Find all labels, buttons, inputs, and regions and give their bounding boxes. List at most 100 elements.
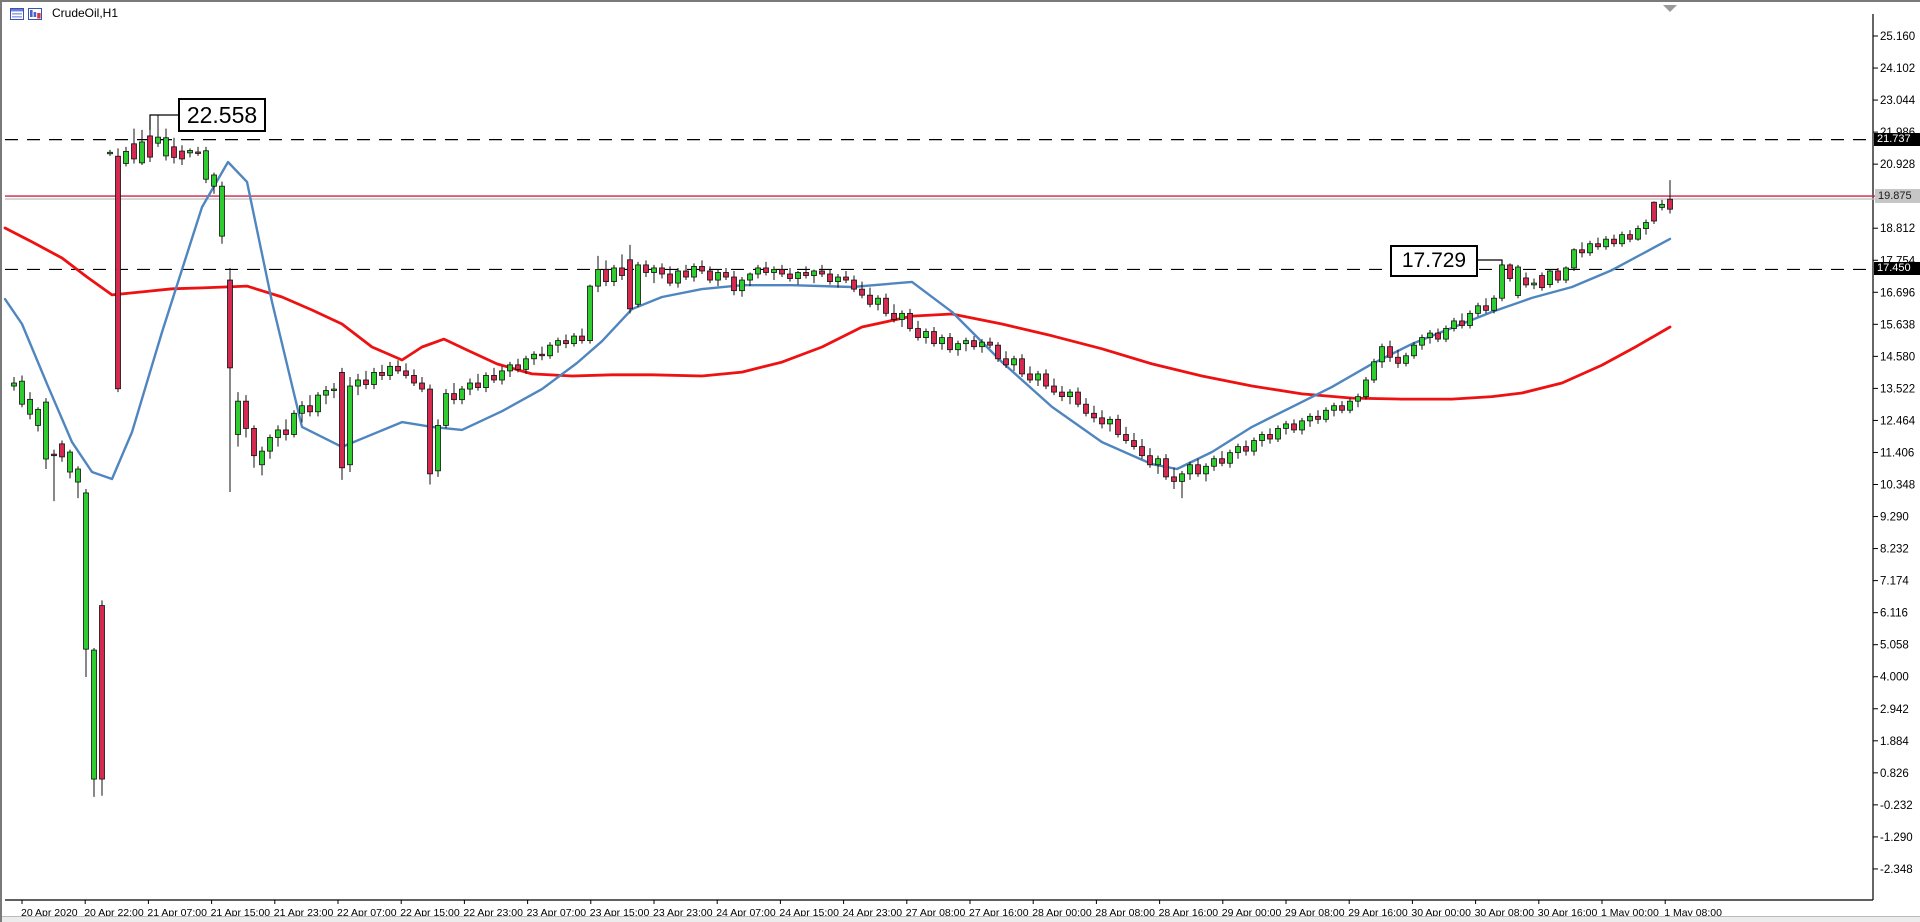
candle-body xyxy=(227,279,233,369)
candle-body xyxy=(1539,275,1545,289)
price-callout-mid[interactable]: 17.729 xyxy=(1390,245,1478,277)
candle-body xyxy=(531,353,537,360)
price-label: 16.696 xyxy=(1880,287,1915,299)
candle-body xyxy=(619,267,625,276)
price-label: 0.826 xyxy=(1880,768,1909,780)
price-label: 5.058 xyxy=(1880,640,1909,652)
candle-body xyxy=(43,401,49,460)
candle-body xyxy=(931,331,937,345)
candle-body xyxy=(571,335,577,345)
candle-body xyxy=(1115,418,1121,435)
candle-body xyxy=(307,405,313,413)
price-callout-high[interactable]: 22.558 xyxy=(178,98,266,132)
candle-body xyxy=(1147,455,1153,466)
price-label: 8.232 xyxy=(1880,544,1909,556)
candle-body xyxy=(1635,228,1641,240)
candle-body xyxy=(1467,312,1473,326)
candle-body xyxy=(1243,446,1249,452)
price-label: 15.638 xyxy=(1880,319,1915,331)
candle-body xyxy=(627,259,633,310)
candle-body xyxy=(1347,400,1353,411)
candle-body xyxy=(1379,346,1385,363)
candle-body xyxy=(995,344,1001,360)
candle-body xyxy=(907,312,913,329)
candle-body xyxy=(91,649,97,780)
candle-body xyxy=(59,443,65,458)
candle-body xyxy=(763,267,769,273)
candle-body xyxy=(11,382,17,387)
candle-body xyxy=(83,492,89,650)
candle-body xyxy=(1331,405,1337,411)
candle-body xyxy=(1475,305,1481,314)
candle-body xyxy=(1595,243,1601,248)
candle-body xyxy=(1363,379,1369,398)
candle-body xyxy=(1107,418,1113,425)
candle-body xyxy=(1099,417,1105,425)
candle-body xyxy=(1003,358,1009,366)
candle-body xyxy=(579,335,585,342)
price-label: 7.174 xyxy=(1880,576,1909,588)
candle-body xyxy=(971,340,977,348)
candle-body xyxy=(1067,391,1073,398)
candle-body xyxy=(1235,446,1241,454)
candle-body xyxy=(267,437,273,452)
candle-body xyxy=(1075,391,1081,405)
candle-body xyxy=(1283,423,1289,429)
chart-shift-marker-icon[interactable] xyxy=(1663,5,1677,12)
candle-body xyxy=(755,267,761,275)
candle-body xyxy=(827,273,833,282)
candle-body xyxy=(1571,249,1577,269)
candle-body xyxy=(1219,458,1225,464)
candle-body xyxy=(1339,405,1345,411)
candle-body xyxy=(659,267,665,275)
candle-body xyxy=(259,450,265,466)
candle-body xyxy=(547,344,553,357)
price-label: 9.290 xyxy=(1880,512,1909,524)
candle-body xyxy=(1603,238,1609,248)
candle-body xyxy=(611,267,617,282)
candle-body xyxy=(963,340,969,345)
candle-body xyxy=(219,185,225,237)
candle-body xyxy=(1211,458,1217,467)
candle-body xyxy=(339,372,345,469)
candle-body xyxy=(291,412,297,435)
candle-body xyxy=(347,385,353,466)
candle-body xyxy=(843,276,849,281)
hline-tag-17.450: 17.450 xyxy=(1874,262,1920,276)
candle-body xyxy=(203,150,209,180)
candle-body xyxy=(1179,473,1185,482)
candle-body xyxy=(75,468,81,483)
candle-body xyxy=(675,270,681,284)
candle-body xyxy=(323,390,329,396)
candle-body xyxy=(1411,344,1417,357)
hline-tag-21.737: 21.737 xyxy=(1874,132,1920,146)
price-label: 23.044 xyxy=(1880,95,1916,107)
candle-body xyxy=(379,372,385,376)
candle-body xyxy=(1443,328,1449,340)
candle-body xyxy=(595,269,601,287)
candle-body xyxy=(699,266,705,272)
candle-body xyxy=(691,266,697,278)
candle-body xyxy=(819,270,825,275)
price-label: 13.522 xyxy=(1880,383,1915,395)
candle-body xyxy=(1227,452,1233,464)
candle-body xyxy=(131,143,137,160)
window-bottom-edge xyxy=(2,916,1920,922)
candle-body xyxy=(51,453,57,457)
candle-body xyxy=(739,279,745,292)
candle-body xyxy=(875,297,881,305)
candle-body xyxy=(107,151,113,155)
candle-body xyxy=(395,365,401,372)
price-label: 11.406 xyxy=(1880,447,1914,459)
candle-body xyxy=(1507,264,1513,279)
candle-body xyxy=(707,270,713,281)
candle-body xyxy=(1515,266,1521,296)
ma-fast-line xyxy=(3,160,1672,481)
candle-body xyxy=(723,272,729,278)
candle-body xyxy=(283,429,289,435)
candle-body xyxy=(419,382,425,390)
price-callout-mid-text: 17.729 xyxy=(1401,249,1467,272)
candle-body xyxy=(403,370,409,376)
candle-body xyxy=(163,137,169,157)
